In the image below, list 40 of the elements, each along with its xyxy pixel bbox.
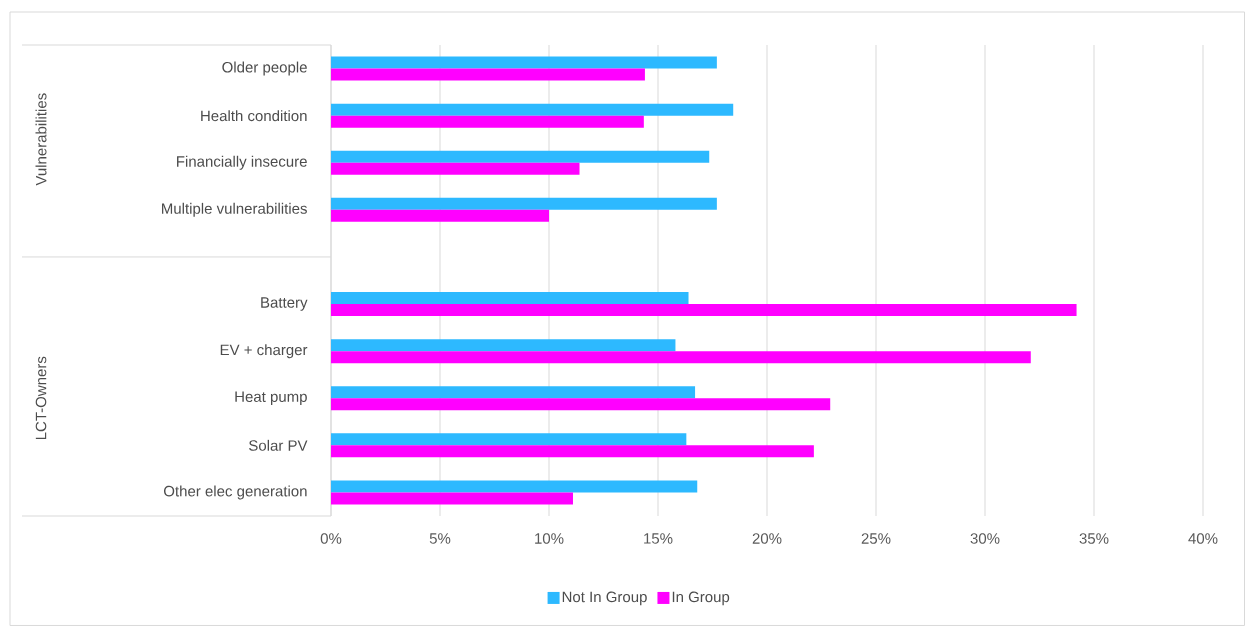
bar: [331, 386, 696, 399]
y-tick-label: Multiple vulnerabilities: [162, 202, 307, 217]
y-tick-label: Older people: [222, 61, 307, 76]
bar: [331, 56, 717, 69]
bar: [331, 433, 687, 446]
y-tick-label: Health condition: [201, 110, 307, 122]
x-tick-label: 0%: [320, 533, 342, 544]
x-tick-label: 20%: [752, 533, 782, 544]
bar: [331, 339, 676, 352]
legend-label: Not In Group: [562, 591, 647, 606]
bar: [331, 292, 689, 305]
bar: [331, 304, 1077, 317]
bar: [331, 398, 831, 411]
bar: [331, 68, 645, 81]
x-tick-label: 40%: [1188, 533, 1218, 544]
x-tick-label: 10%: [535, 533, 564, 544]
bar: [331, 445, 814, 458]
y-tick-label: Heat pump: [235, 391, 307, 405]
bar: [331, 115, 644, 128]
y-tick-label: Battery: [261, 297, 308, 311]
bar: [331, 103, 734, 116]
x-tick-label: 30%: [970, 533, 1000, 544]
x-tick-label: 25%: [861, 533, 891, 544]
y-tick-label: Other elec generation: [163, 485, 307, 500]
bar: [331, 162, 580, 175]
x-tick-label: 5%: [429, 533, 451, 544]
bar: [331, 351, 1031, 364]
x-tick-label: 15%: [644, 533, 673, 544]
bar: [331, 197, 717, 210]
bar: [331, 480, 698, 493]
x-tick-label: 35%: [1079, 533, 1109, 544]
y-tick-label: Solar PV: [249, 439, 308, 451]
bar: [331, 209, 550, 222]
y-tick-label: EV + charger: [220, 344, 308, 359]
legend-label: In Group: [672, 591, 730, 606]
bar: [331, 150, 710, 163]
text: Vulnerabilities: [35, 93, 47, 186]
text: LCT-Owners: [35, 356, 47, 440]
bar: [331, 492, 573, 505]
y-tick-label: Financially insecure: [177, 155, 307, 170]
